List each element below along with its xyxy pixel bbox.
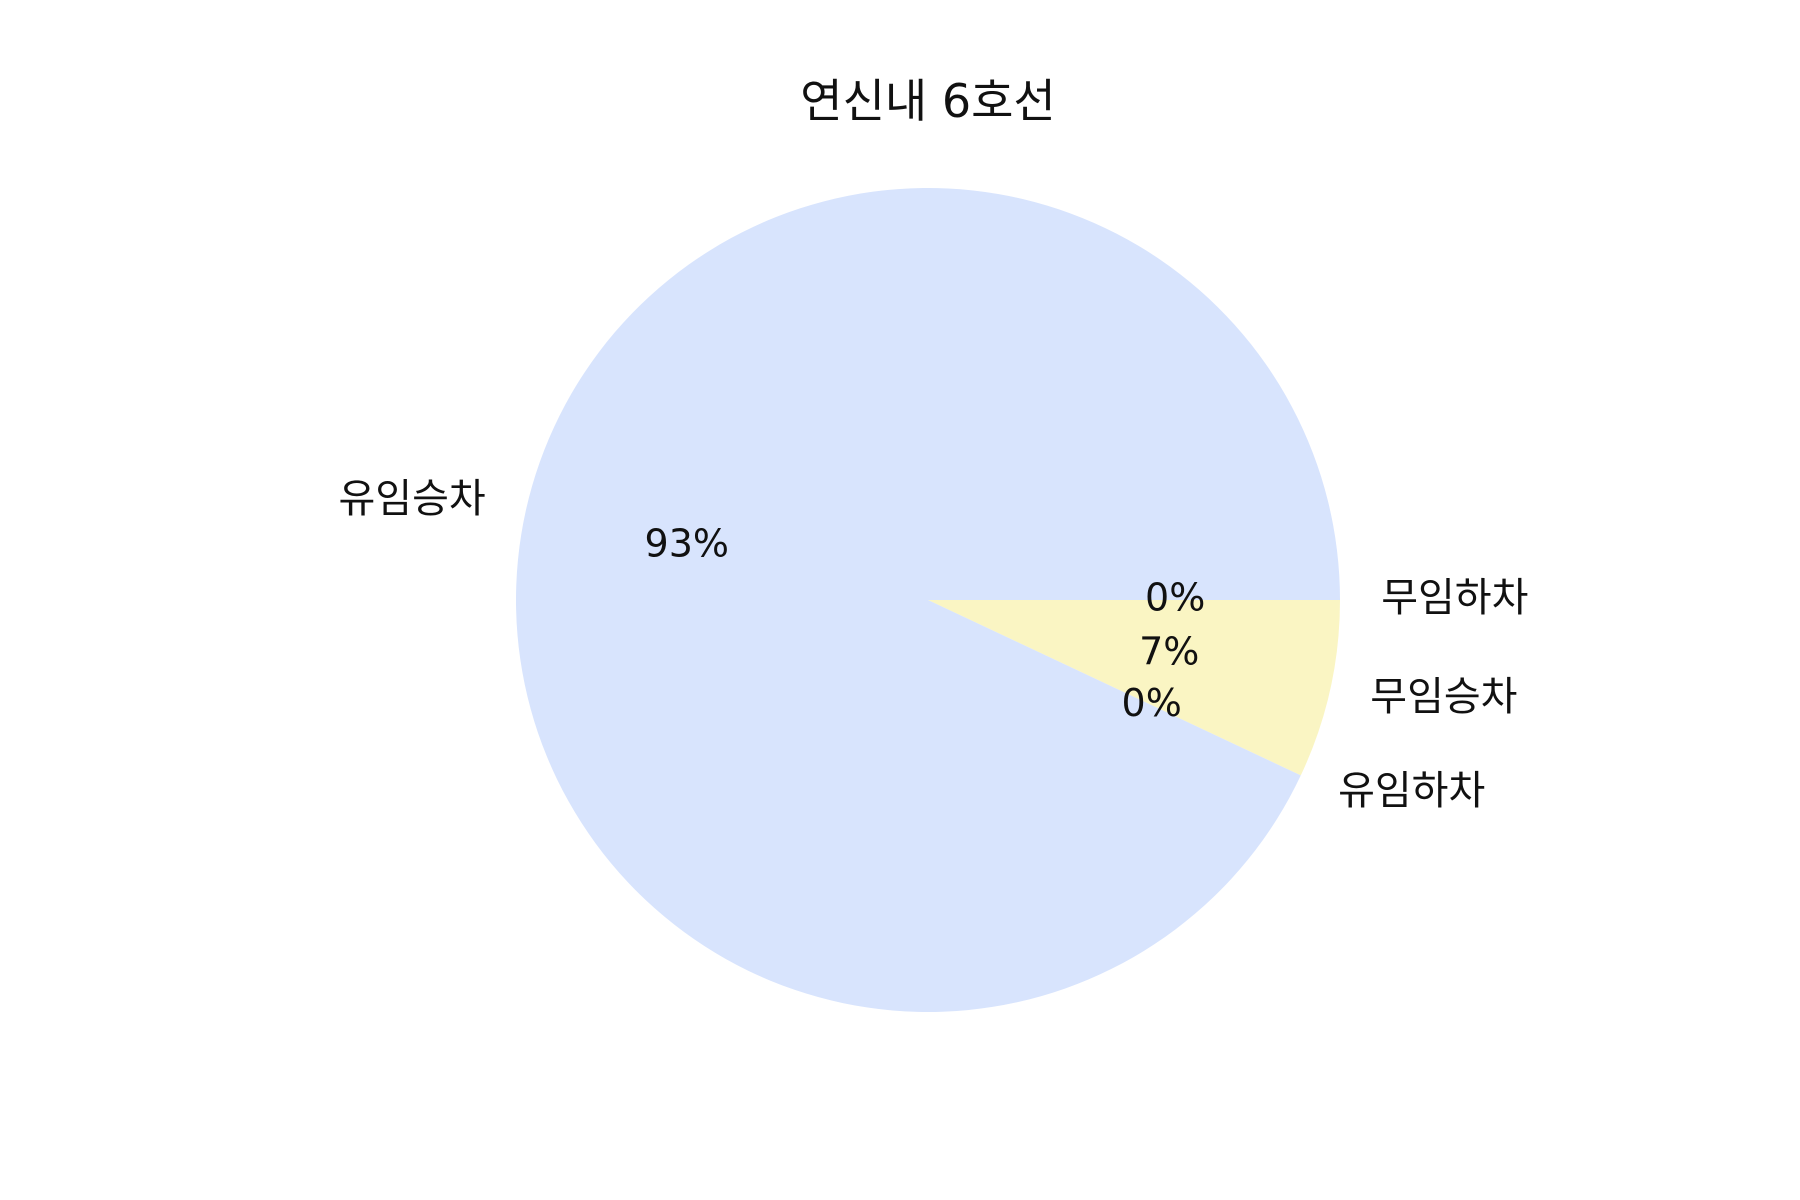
- slice-label-무임승차: 무임승차: [1370, 674, 1517, 720]
- slice-pct-유임승차: 93%: [645, 522, 729, 566]
- pie-slice-유임승차: [516, 188, 1340, 1013]
- slices-layer: [516, 188, 1340, 1013]
- slice-label-무임하차: 무임하차: [1381, 575, 1528, 621]
- slice-pct-무임하차: 0%: [1145, 576, 1205, 620]
- chart-title: 연신내 6호선: [800, 74, 1056, 128]
- slice-label-유임승차: 유임승차: [339, 476, 486, 522]
- slice-pct-무임승차: 7%: [1139, 629, 1199, 673]
- slice-label-유임하차: 유임하차: [1338, 768, 1485, 814]
- pie-slice-무임승차: [928, 600, 1340, 776]
- labels-layer: 무임하차 0% 무임승차 7% 유임하차 0% 유임승차 93%: [339, 476, 1529, 814]
- slice-pct-유임하차: 0%: [1122, 681, 1182, 725]
